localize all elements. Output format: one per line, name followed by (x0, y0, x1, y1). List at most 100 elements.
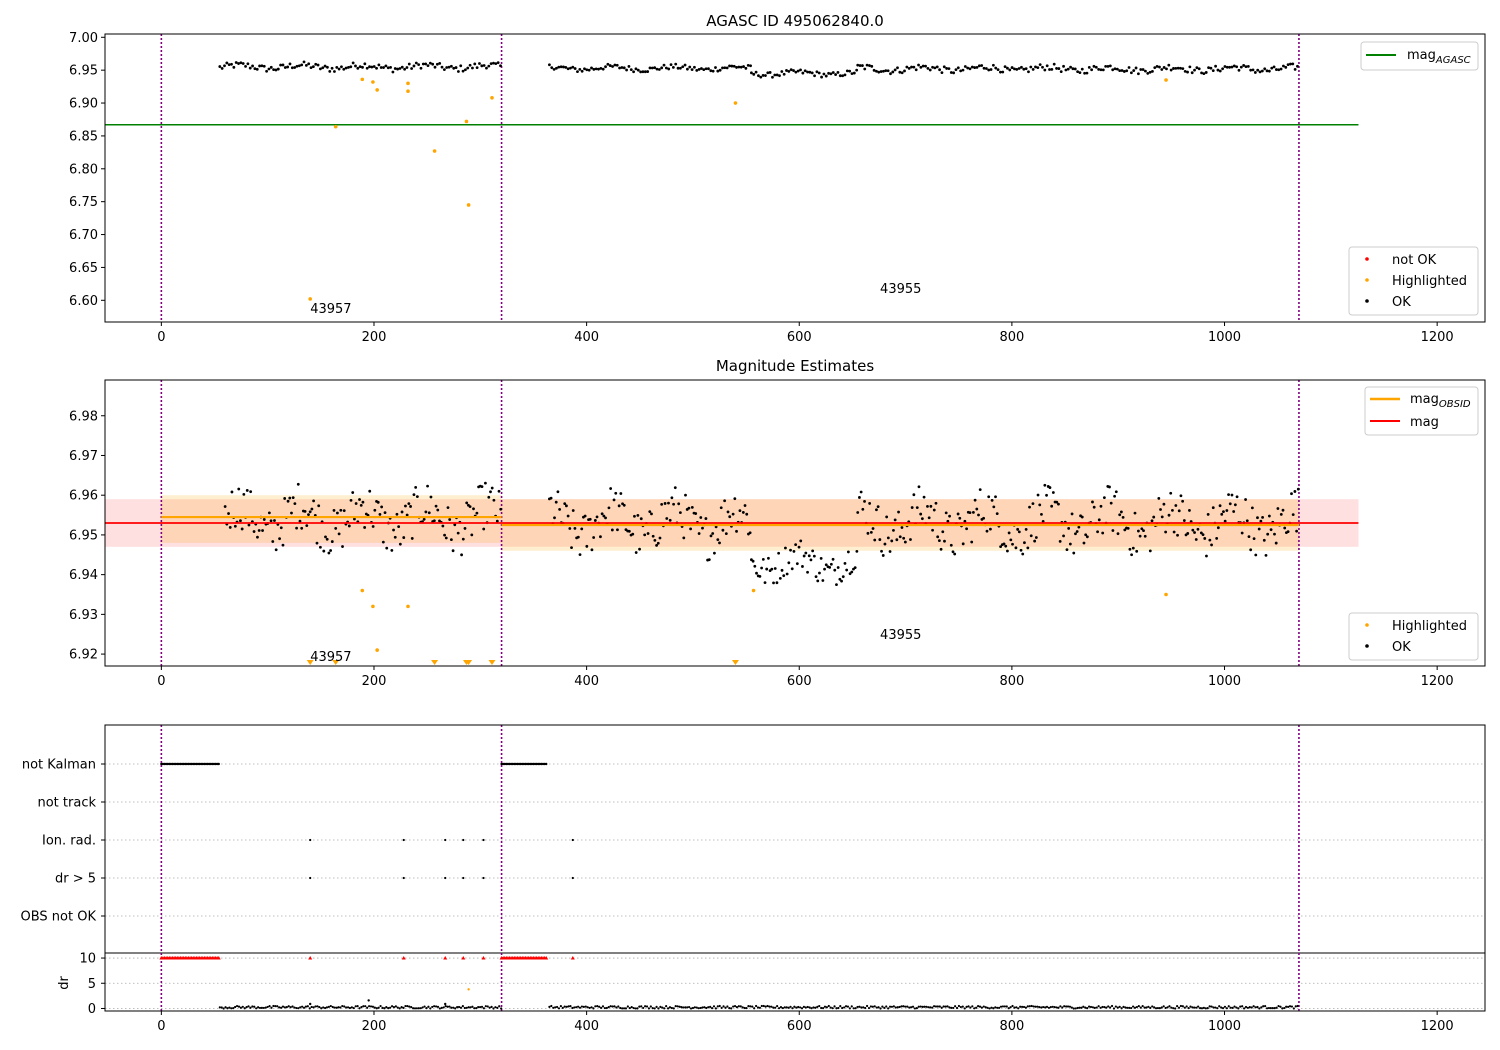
dr-point (1063, 1005, 1066, 1008)
ok-point (1050, 504, 1054, 508)
ok-point (1232, 64, 1236, 68)
dr-point (969, 1006, 972, 1009)
ok-point (379, 66, 383, 69)
dr-point (676, 1005, 679, 1008)
ok-point (566, 67, 570, 71)
legend-marker (1365, 257, 1369, 261)
ok-point (658, 536, 662, 540)
ok-point (973, 66, 977, 69)
ok-point (852, 71, 856, 75)
ok-point (835, 583, 838, 587)
dr-point (887, 1007, 890, 1010)
ok-point (389, 65, 392, 69)
ok-point (980, 64, 984, 67)
dr-point (764, 1005, 767, 1008)
dr-point (1241, 1005, 1244, 1008)
dr-point (944, 1005, 947, 1008)
ok-point (1059, 70, 1063, 73)
ok-point (881, 554, 885, 557)
dr-point (841, 1006, 844, 1010)
ok-point (859, 490, 863, 494)
ok-point (662, 63, 666, 67)
ok-point (585, 544, 589, 548)
ok-point (719, 506, 723, 510)
ok-point (351, 61, 355, 65)
ok-point (1028, 505, 1031, 509)
dr-point (258, 1006, 262, 1010)
ok-point (245, 489, 249, 492)
ok-point (949, 543, 953, 547)
ok-point (741, 511, 745, 514)
dr-point (1233, 1005, 1236, 1008)
dr-point (1288, 1005, 1292, 1008)
dr-point (251, 1005, 254, 1008)
ok-point (1223, 65, 1227, 68)
dr-point (1202, 1006, 1205, 1009)
dr-point (486, 1005, 489, 1008)
dr-point (946, 1005, 949, 1008)
ok-point (622, 66, 626, 70)
ok-point (829, 72, 833, 76)
ok-point (893, 68, 897, 72)
ok-point (478, 62, 481, 65)
ok-point (833, 568, 837, 572)
ok-point (228, 526, 232, 529)
dr-point (1250, 1006, 1253, 1009)
dr-point (473, 1007, 476, 1010)
ok-point (295, 64, 299, 68)
x-tick-label: 800 (999, 330, 1024, 345)
ok-point (1040, 513, 1043, 516)
dr-point (599, 1006, 603, 1009)
dr-point (1177, 1006, 1181, 1009)
ok-point (562, 65, 565, 69)
dr-point (1066, 1005, 1070, 1008)
ok-point (274, 68, 278, 72)
ok-point (646, 70, 650, 73)
ok-point (903, 69, 906, 73)
ok-point (872, 68, 876, 72)
dr-point (697, 1007, 700, 1010)
dr-point (772, 1006, 775, 1009)
ok-point (440, 65, 444, 69)
ok-point (300, 526, 304, 530)
dr-point (419, 1007, 422, 1010)
ok-point (1058, 539, 1062, 543)
ok-point (882, 69, 885, 73)
ok-point (1279, 67, 1283, 71)
dr-tick-label: 10 (79, 952, 96, 967)
ok-point (838, 577, 842, 581)
ok-point (885, 515, 889, 519)
ok-point (427, 511, 431, 515)
dr-point (1237, 1007, 1240, 1010)
dr-point (461, 1005, 464, 1008)
dr-point (452, 1006, 455, 1009)
ok-point (818, 571, 821, 575)
ok-point (836, 71, 840, 74)
ok-point (943, 539, 946, 543)
ok-point (340, 65, 343, 69)
dr-point (239, 1006, 242, 1009)
ok-point (583, 514, 587, 518)
dr-point (638, 1005, 641, 1008)
dr-point (389, 1006, 392, 1009)
dr-point (226, 1007, 229, 1010)
dr-point (1290, 1005, 1294, 1008)
ok-point (875, 69, 878, 73)
dr-point (909, 1006, 913, 1009)
ok-point (1211, 69, 1215, 73)
ok-point (836, 566, 840, 569)
ok-point (1102, 496, 1106, 500)
ok-point (1006, 66, 1009, 70)
dr-point (1200, 1007, 1204, 1010)
ok-point (1052, 62, 1056, 66)
ok-point (329, 549, 333, 552)
dr-point (220, 1006, 223, 1009)
ok-point (933, 66, 937, 70)
ok-point (987, 68, 991, 72)
dr-point (1045, 1005, 1049, 1009)
dr-point (655, 1005, 658, 1008)
ok-point (1225, 65, 1229, 69)
ok-point (707, 558, 711, 562)
ok-point (643, 533, 647, 537)
dr-point (649, 1005, 652, 1008)
